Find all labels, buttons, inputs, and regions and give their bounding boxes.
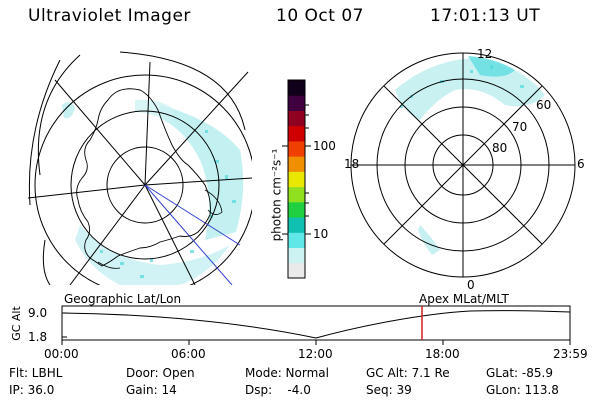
colorbar-segment <box>288 80 305 96</box>
info-dsp: Dsp: -4.0 <box>245 383 311 397</box>
altitude-plot <box>61 305 571 345</box>
mlt-label-12: 12 <box>477 47 493 61</box>
time-label: 17:01:13 UT <box>430 6 541 26</box>
colorbar-segment <box>288 110 305 127</box>
altitude-curve <box>61 310 571 339</box>
colorbar-segment <box>288 156 305 172</box>
colorbar-frame <box>287 79 306 279</box>
info-glat: GLat: -85.9 <box>486 366 553 380</box>
colorbar-segment <box>288 247 305 264</box>
geographic-caption: Geographic Lat/Lon <box>64 292 182 306</box>
colorbar <box>287 79 306 279</box>
colorbar-segment <box>288 232 305 249</box>
mlat-label-60: 60 <box>536 98 552 112</box>
altitude-ytick-low: 1.8 <box>28 330 48 344</box>
colorbar-segment <box>288 201 305 218</box>
info-gain: Gain: 14 <box>126 383 177 397</box>
info-filter: Flt: LBHL <box>9 366 63 380</box>
right-aurora-emission <box>395 56 545 255</box>
x-tick-0000: 00:00 <box>44 347 79 361</box>
colorbar-segment <box>288 262 305 279</box>
info-mode: Mode: Normal <box>245 366 329 380</box>
coastline <box>76 88 211 267</box>
x-tick-1200: 12:00 <box>298 347 333 361</box>
mlat-label-80: 80 <box>492 141 508 155</box>
x-tick-1800: 18:00 <box>425 347 460 361</box>
info-ip: IP: 36.0 <box>9 383 55 397</box>
info-glon: GLon: 113.8 <box>486 383 559 397</box>
colorbar-segment <box>288 140 305 157</box>
left-aurora-emission <box>75 99 244 285</box>
info-door: Door: Open <box>126 366 195 380</box>
mlat-label-70: 70 <box>512 120 528 134</box>
colorbar-segment <box>288 95 305 111</box>
colorbar-tick-100: 100 <box>313 139 336 153</box>
geographic-map-panel <box>28 51 252 285</box>
altitude-ytick-high: 9.0 <box>28 306 48 320</box>
colorbar-segment <box>288 125 305 142</box>
x-tick-0600: 06:00 <box>171 347 206 361</box>
instrument-title: Ultraviolet Imager <box>28 6 191 26</box>
x-tick-2359: 23:59 <box>553 347 588 361</box>
colorbar-segment <box>288 186 305 203</box>
altitude-ylabel: GC Alt <box>9 306 23 341</box>
mlt-label-0: 0 <box>467 278 475 292</box>
colorbar-segment <box>288 171 305 188</box>
mlt-label-18: 18 <box>344 157 360 171</box>
mlt-label-6: 6 <box>577 157 585 171</box>
colorbar-tick-10: 10 <box>313 227 329 241</box>
colorbar-segment <box>288 217 305 233</box>
magnetic-polar-panel <box>350 52 576 278</box>
magnetic-caption: Apex MLat/MLT <box>419 292 509 306</box>
info-seq: Seq: 39 <box>366 383 412 397</box>
info-gc-alt: GC Alt: 7.1 Re <box>366 366 450 380</box>
left-aurora-spot <box>62 102 75 119</box>
colorbar-unit-label: photon cm⁻²s⁻¹ <box>269 148 284 242</box>
date-label: 10 Oct 07 <box>276 6 364 26</box>
